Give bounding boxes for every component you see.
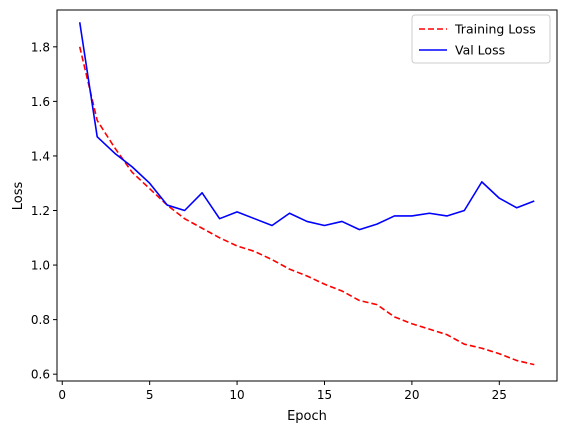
y-axis-label: Loss bbox=[11, 182, 26, 211]
y-tick-label: 1.4 bbox=[31, 149, 50, 163]
legend-label-training-loss: Training Loss bbox=[454, 22, 536, 37]
series-line-val-loss bbox=[78, 22, 535, 231]
x-tick-label: 10 bbox=[229, 388, 244, 402]
x-tick-label: 25 bbox=[492, 388, 507, 402]
y-tick-label: 1.0 bbox=[31, 259, 50, 273]
legend-label-val-loss: Val Loss bbox=[455, 43, 505, 58]
series-line-training-loss bbox=[78, 46, 535, 366]
x-tick-label: 0 bbox=[58, 388, 66, 402]
y-tick-label: 1.8 bbox=[31, 40, 50, 54]
x-tick-label: 15 bbox=[317, 388, 332, 402]
legend: Training Loss Val Loss bbox=[411, 14, 551, 64]
x-tick-label: 20 bbox=[404, 388, 419, 402]
y-tick-label: 1.6 bbox=[31, 95, 50, 109]
series-lines bbox=[78, 22, 535, 366]
x-tick-label: 5 bbox=[146, 388, 154, 402]
x-axis-ticks: 0 5 10 15 20 25 bbox=[58, 381, 507, 402]
y-tick-label: 1.2 bbox=[31, 204, 50, 218]
legend-box bbox=[411, 14, 551, 64]
y-tick-label: 0.8 bbox=[31, 313, 50, 327]
y-tick-label: 0.6 bbox=[31, 368, 50, 382]
y-axis-ticks: 0.6 0.8 1.0 1.2 1.4 1.6 1.8 bbox=[31, 40, 57, 382]
plot-area bbox=[56, 9, 558, 382]
x-axis-label: Epoch bbox=[287, 409, 327, 424]
